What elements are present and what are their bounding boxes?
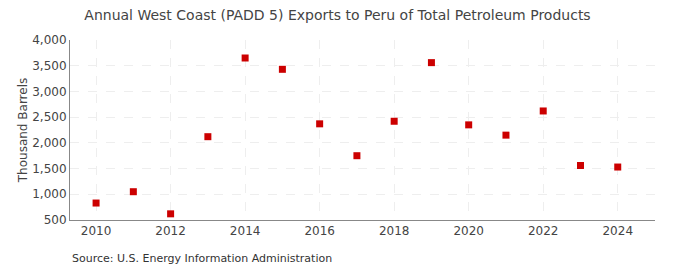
svg-text:2,500: 2,500	[32, 110, 66, 124]
svg-text:3,500: 3,500	[32, 59, 66, 73]
svg-text:2016: 2016	[304, 224, 335, 238]
svg-text:1,000: 1,000	[32, 187, 66, 201]
svg-text:3,000: 3,000	[32, 85, 66, 99]
svg-text:2018: 2018	[379, 224, 410, 238]
svg-text:1,500: 1,500	[32, 162, 66, 176]
svg-text:2014: 2014	[230, 224, 261, 238]
svg-text:2022: 2022	[528, 224, 559, 238]
svg-text:4,000: 4,000	[32, 33, 66, 47]
svg-text:2010: 2010	[81, 224, 112, 238]
svg-text:Source: U.S. Energy Informatio: Source: U.S. Energy Information Administ…	[72, 252, 332, 265]
svg-text:2024: 2024	[602, 224, 633, 238]
svg-text:Thousand Barrels: Thousand Barrels	[16, 78, 30, 183]
svg-text:2020: 2020	[453, 224, 484, 238]
svg-text:Annual West Coast (PADD 5) Exp: Annual West Coast (PADD 5) Exports to Pe…	[84, 7, 590, 23]
svg-text:2,000: 2,000	[32, 136, 66, 150]
svg-text:500: 500	[44, 213, 67, 227]
svg-text:2012: 2012	[155, 224, 186, 238]
